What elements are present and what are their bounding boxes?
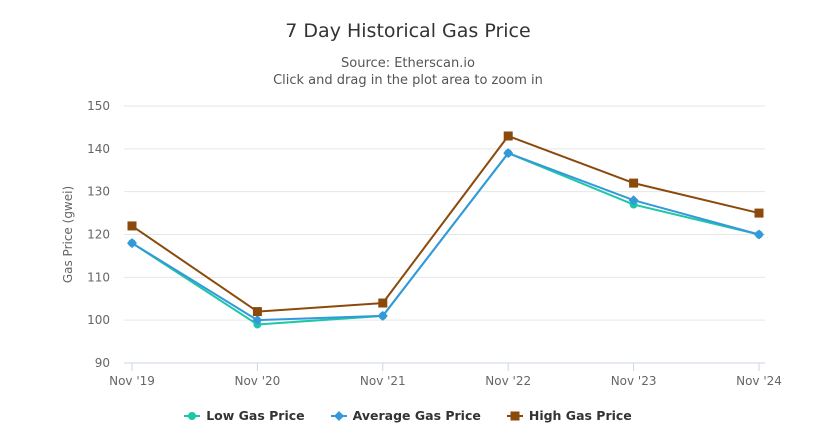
series-line-0[interactable] (131, 151, 760, 326)
y-tick-label: 140 (87, 142, 110, 156)
series-line-2[interactable] (131, 134, 760, 313)
zoom-hint: Click and drag in the plot area to zoom … (273, 73, 543, 88)
x-tick-label: Nov '22 (485, 374, 531, 388)
legend-item[interactable]: Low Gas Price (184, 408, 305, 423)
legend-circle-icon (184, 411, 201, 420)
data-point[interactable] (127, 238, 137, 249)
y-tick-label: 130 (87, 185, 110, 199)
data-point[interactable] (629, 178, 639, 188)
legend-label: High Gas Price (528, 408, 632, 423)
y-tick-label: 110 (87, 270, 110, 284)
legend-label: Average Gas Price (352, 408, 481, 423)
data-point[interactable] (754, 229, 764, 240)
data-point[interactable] (127, 221, 137, 231)
data-point[interactable] (503, 131, 513, 141)
data-point[interactable] (252, 315, 263, 326)
legend: Low Gas Price Average Gas Price High Gas P… (0, 408, 816, 423)
chart-subtitle: Source: Etherscan.io (341, 56, 475, 71)
x-tick-label: Nov '20 (234, 374, 280, 388)
y-axis-title: Gas Price (gwei) (61, 186, 75, 283)
data-point[interactable] (378, 298, 388, 308)
data-point[interactable] (628, 195, 639, 206)
legend-diamond-icon (330, 410, 347, 421)
y-tick-label: 120 (87, 228, 110, 242)
legend-item[interactable]: High Gas Price (506, 408, 632, 423)
data-point[interactable] (377, 310, 388, 321)
series-line-1[interactable] (131, 151, 760, 322)
data-point[interactable] (503, 148, 514, 159)
y-tick-label: 100 (87, 313, 110, 327)
x-tick-label: Nov '19 (109, 374, 155, 388)
x-tick-label: Nov '21 (360, 374, 406, 388)
x-tick-label: Nov '24 (736, 374, 782, 388)
data-point[interactable] (754, 208, 764, 218)
x-tick-label: Nov '23 (611, 374, 657, 388)
legend-square-icon (506, 411, 523, 420)
y-tick-label: 90 (95, 356, 110, 370)
legend-label: Low Gas Price (206, 408, 305, 423)
y-tick-label: 150 (87, 99, 110, 113)
legend-item[interactable]: Average Gas Price (330, 408, 481, 423)
chart-title: 7 Day Historical Gas Price (285, 20, 531, 42)
data-point[interactable] (252, 307, 262, 317)
